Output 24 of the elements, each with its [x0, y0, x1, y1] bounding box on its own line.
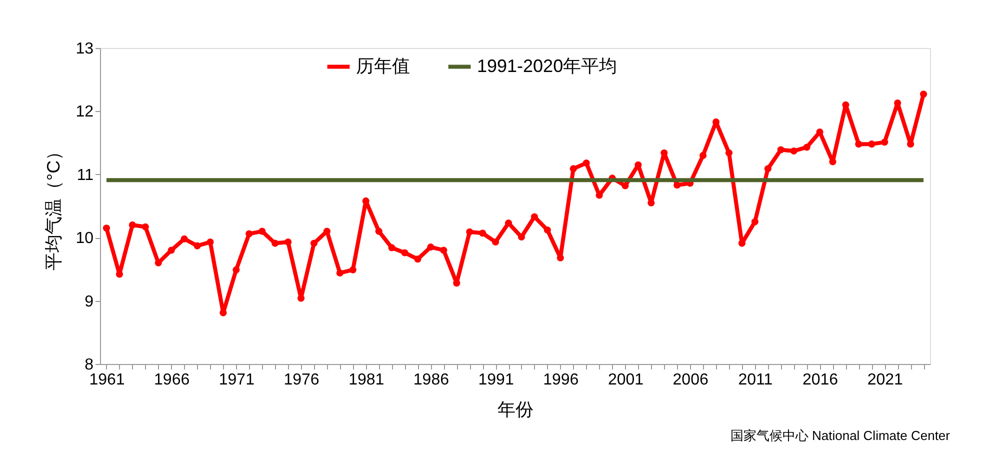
y-tick-label: 12 — [76, 104, 94, 121]
x-tick-label: 1966 — [154, 372, 190, 388]
legend-label: 历年值 — [356, 56, 410, 76]
x-tick-label: 2016 — [802, 372, 838, 388]
x-axis-title: 年份 — [498, 400, 534, 420]
x-tick-label: 1991 — [478, 372, 514, 388]
y-tick-label: 13 — [76, 40, 94, 58]
x-tick-label: 1971 — [218, 372, 255, 388]
x-tick-label: 2011 — [738, 372, 773, 388]
y-tick-label: 11 — [76, 166, 94, 184]
x-tick-label: 1996 — [543, 372, 579, 388]
y-tick-label: 9 — [84, 293, 94, 310]
y-axis-title: 平均气温（°C） — [44, 142, 64, 271]
x-tick-label: 2001 — [608, 372, 644, 388]
y-tick-label: 10 — [76, 230, 94, 248]
x-tick-label: 1976 — [284, 372, 320, 388]
text: 国家气候中心 National Climate Center — [730, 428, 951, 443]
x-tick-label: 2021 — [867, 372, 904, 388]
x-tick-label: 1961 — [89, 372, 125, 388]
legend-label: 1991-2020年平均 — [477, 56, 618, 76]
x-tick-label: 1981 — [348, 372, 384, 388]
x-tick-label: 2006 — [672, 372, 708, 388]
y-tick-label: 8 — [84, 356, 94, 374]
x-tick-label: 1986 — [413, 372, 450, 388]
